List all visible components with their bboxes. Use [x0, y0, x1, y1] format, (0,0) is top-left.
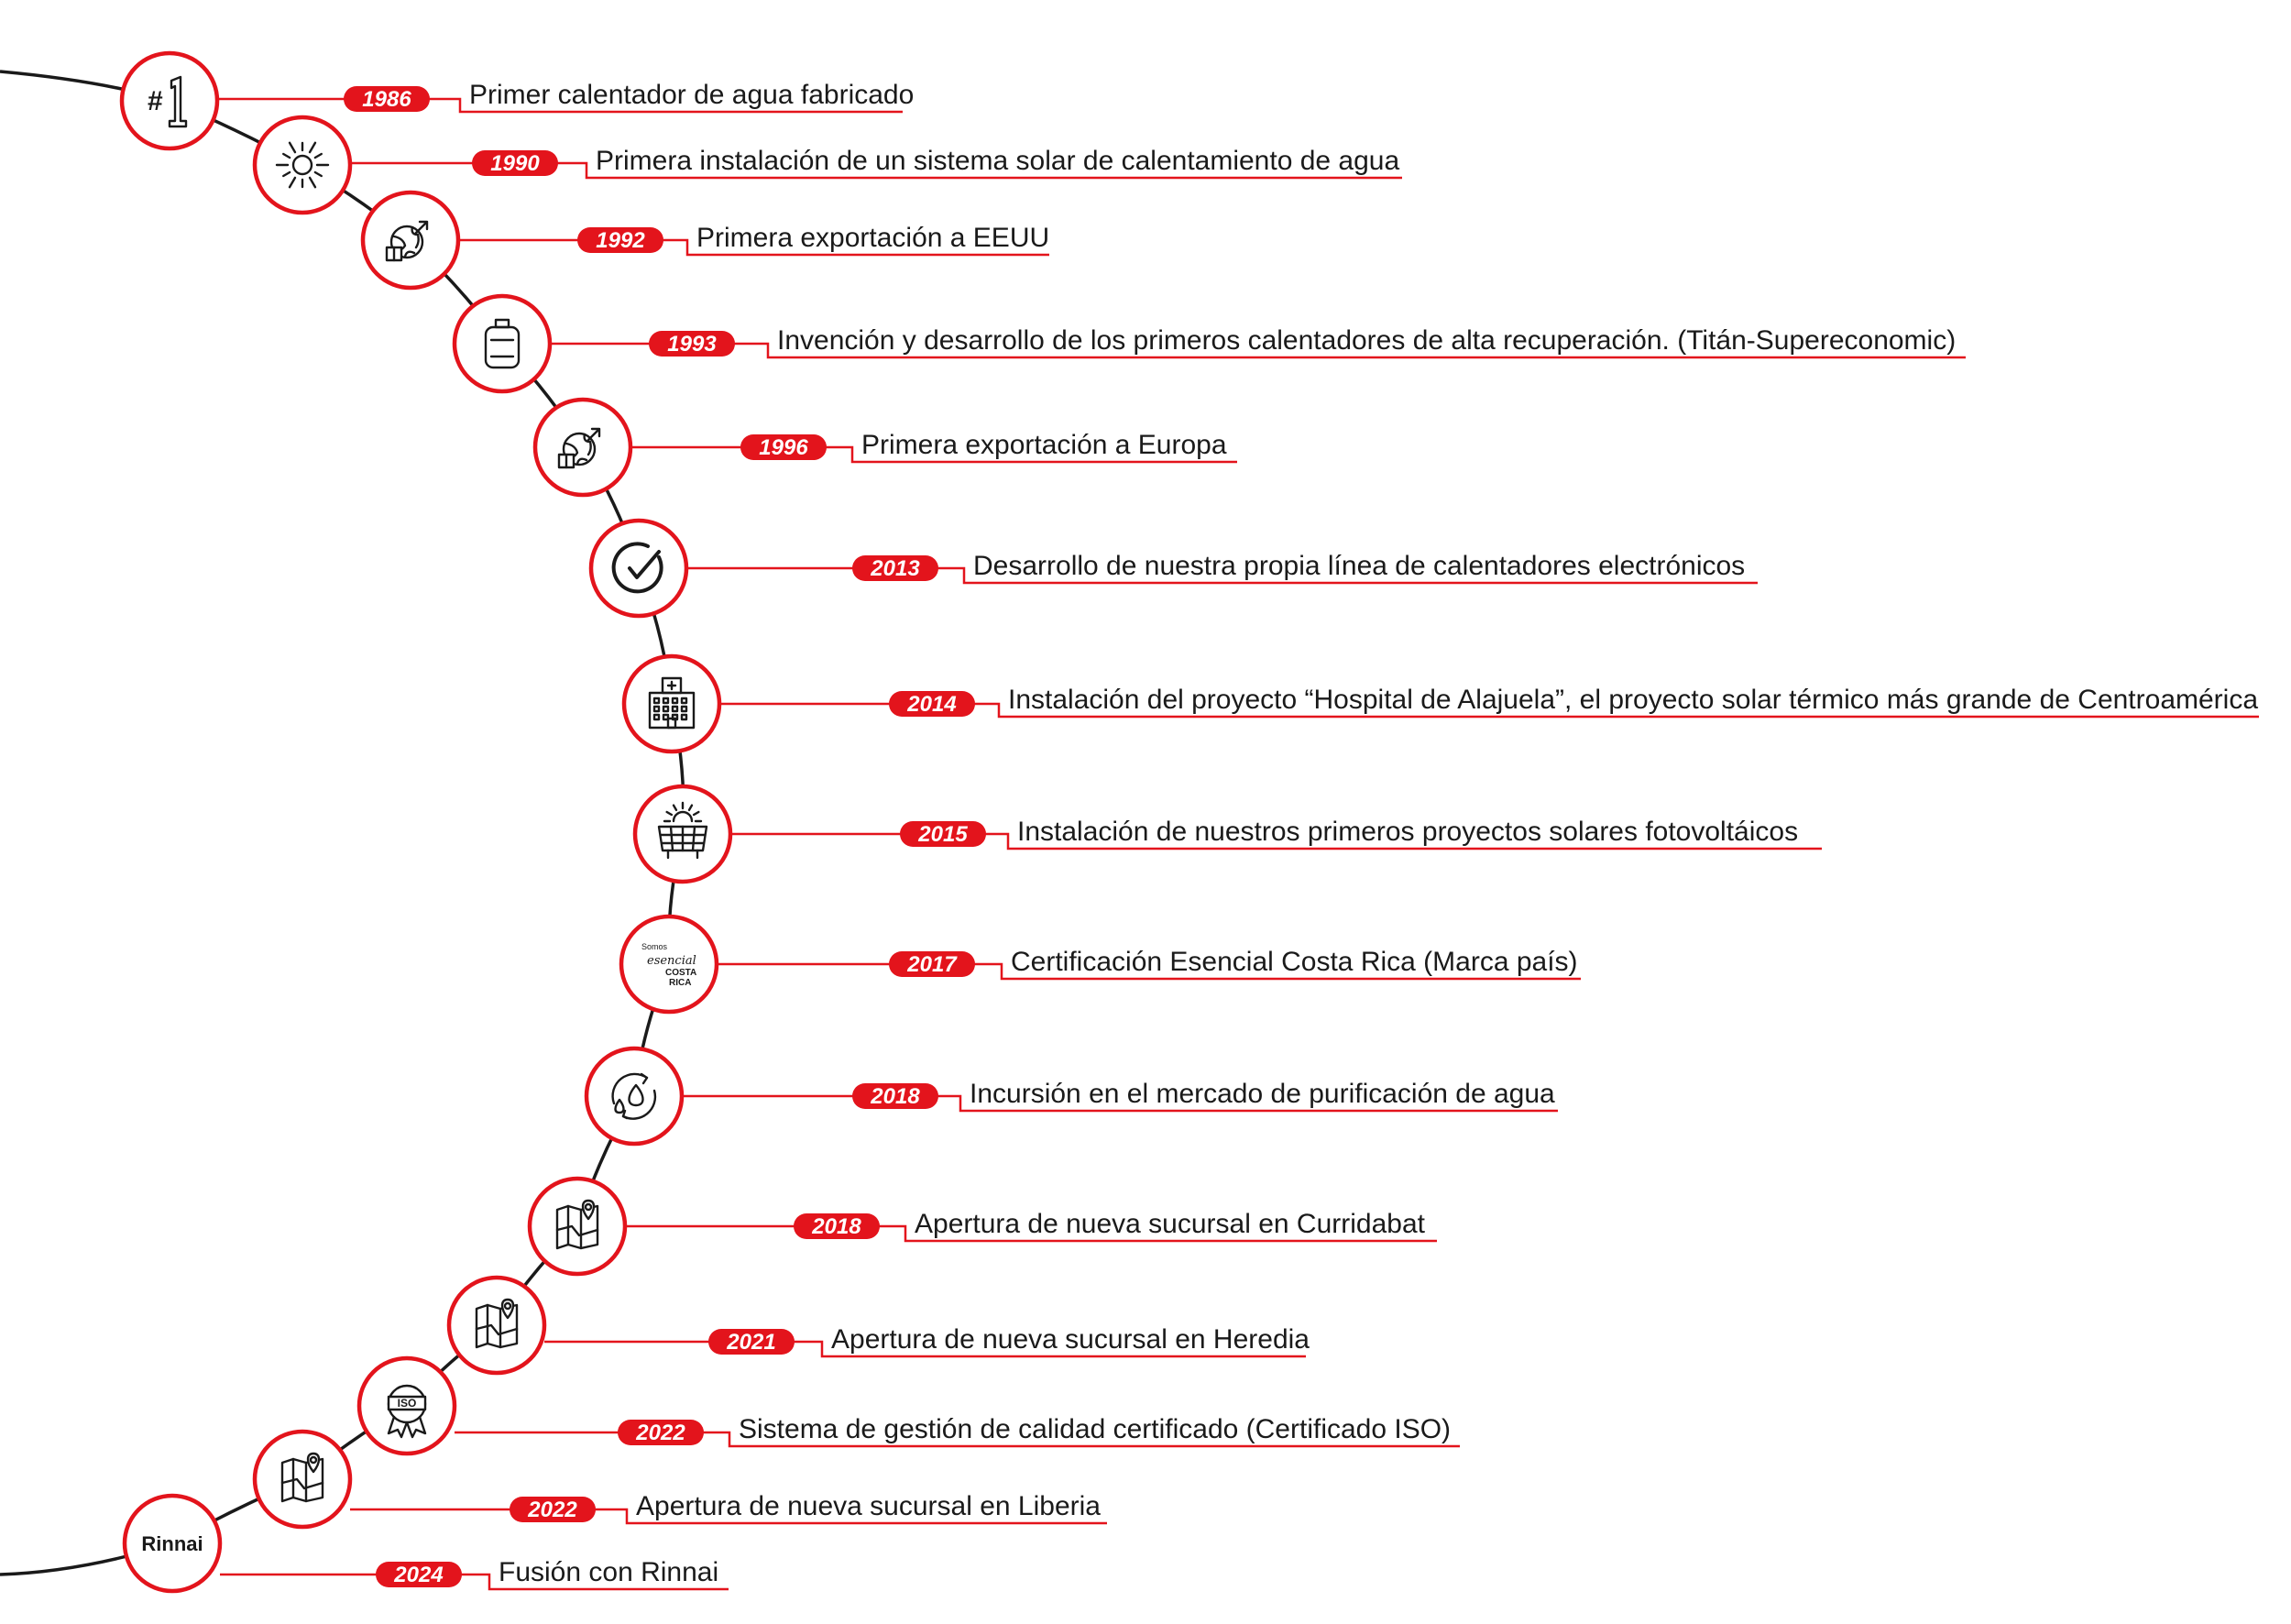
year-badge — [649, 331, 735, 357]
timeline-milestone: 1993 Invención y desarrollo de los primer… — [452, 293, 1966, 394]
timeline-milestone: 1992 Primera exportación a EEUU — [360, 190, 1049, 291]
milestone-node — [527, 1176, 628, 1277]
year-badge — [794, 1213, 880, 1239]
timeline-milestone: ISO 2022 Sistema de gestión de calidad cer… — [356, 1355, 1460, 1456]
milestone-node — [252, 115, 353, 215]
svg-text:RICA: RICA — [669, 978, 691, 988]
milestone-description: Primer calentador de agua fabricado — [469, 80, 914, 110]
milestone-description: Apertura de nueva sucursal en Liberia — [636, 1491, 1101, 1521]
number-one-icon: # — [148, 75, 188, 128]
year-badge — [618, 1420, 704, 1445]
year-label: 2022 — [635, 1421, 685, 1445]
timeline-milestone: 1996 Primera exportación a Europa — [532, 397, 1237, 498]
milestone-description: Incursión en el mercado de purificación … — [970, 1079, 1555, 1109]
rinnai-logo: Rinnai — [141, 1532, 203, 1555]
svg-text:esencial: esencial — [647, 954, 696, 968]
milestone-description: Certificación Esencial Costa Rica (Marca… — [1011, 947, 1578, 977]
svg-text:Rinnai: Rinnai — [141, 1532, 203, 1555]
milestone-node — [122, 1493, 223, 1594]
milestone-description: Fusión con Rinnai — [499, 1557, 718, 1587]
timeline-milestone: 2013 Desarrollo de nuestra propia línea d… — [588, 518, 1758, 619]
year-label: 2022 — [527, 1498, 577, 1522]
milestone-node — [584, 1046, 685, 1147]
milestone-description: Invención y desarrollo de los primeros c… — [777, 325, 1956, 356]
milestone-node — [532, 397, 633, 498]
milestone-node — [252, 1429, 353, 1530]
milestone-description: Primera exportación a Europa — [861, 430, 1227, 460]
milestone-description: Instalación del proyecto “Hospital de Al… — [1008, 685, 2258, 715]
timeline-milestone: Rinnai 2024 Fusión con Rinnai — [122, 1493, 729, 1594]
milestone-description: Sistema de gestión de calidad certificad… — [739, 1414, 1451, 1444]
timeline-milestone: 2022 Apertura de nueva sucursal en Liberi… — [252, 1429, 1107, 1530]
year-label: 1993 — [667, 332, 717, 357]
milestone-description: Instalación de nuestros primeros proyect… — [1017, 817, 1798, 847]
timeline-milestone: 1990 Primera instalación de un sistema so… — [252, 115, 1402, 215]
milestone-node — [452, 293, 553, 394]
year-label: 2018 — [870, 1084, 920, 1109]
year-label: 2013 — [870, 556, 920, 581]
timeline-milestone: 2015 Instalación de nuestros primeros pro… — [632, 784, 1822, 884]
timeline-milestone: 2021 Apertura de nueva sucursal en Heredi… — [446, 1275, 1310, 1376]
year-badge — [740, 434, 827, 460]
milestone-node — [446, 1275, 547, 1376]
year-badge — [577, 227, 663, 253]
timeline-spine — [0, 70, 685, 1576]
timeline-milestone: 2014 Instalación del proyecto “Hospital d… — [621, 653, 2259, 754]
timeline-milestone: 2018 Apertura de nueva sucursal en Currid… — [527, 1176, 1437, 1277]
year-label: 2015 — [917, 822, 968, 847]
water-cycle-icon — [611, 1072, 657, 1120]
svg-text:COSTA: COSTA — [665, 968, 696, 978]
year-badge — [376, 1562, 462, 1587]
svg-text:Somos: Somos — [641, 942, 668, 951]
year-badge — [510, 1497, 596, 1522]
solar-panel-icon — [657, 801, 708, 860]
year-badge — [852, 555, 938, 581]
year-label: 2014 — [906, 692, 956, 717]
year-badge — [852, 1083, 938, 1109]
year-badge — [889, 951, 975, 977]
hospital-icon — [648, 676, 696, 730]
year-badge — [472, 150, 558, 176]
svg-text:#: # — [148, 86, 163, 116]
check-circle-icon — [611, 542, 663, 594]
milestone-node — [119, 50, 220, 151]
milestone-description: Apertura de nueva sucursal en Heredia — [831, 1324, 1310, 1355]
year-label: 1996 — [759, 435, 808, 460]
year-badge — [900, 821, 986, 847]
year-label: 1992 — [596, 228, 645, 253]
year-badge — [344, 86, 430, 112]
year-badge — [708, 1329, 795, 1355]
svg-text:ISO: ISO — [398, 1397, 417, 1410]
year-label: 1986 — [362, 87, 411, 112]
year-badge — [889, 691, 975, 717]
milestone-node — [588, 518, 689, 619]
milestone-node — [360, 190, 461, 291]
milestone-description: Apertura de nueva sucursal en Curridabat — [915, 1209, 1426, 1239]
timeline-milestone: 2018 Incursión en el mercado de purificac… — [584, 1046, 1558, 1147]
iso-badge-icon: ISO — [387, 1384, 427, 1439]
milestone-description: Primera instalación de un sistema solar … — [596, 146, 1399, 176]
water-heater-icon — [484, 318, 521, 369]
year-label: 2024 — [393, 1563, 443, 1587]
year-label: 1990 — [490, 151, 540, 176]
sun-icon — [275, 141, 330, 189]
year-label: 2021 — [726, 1330, 775, 1355]
timeline-milestone: #1986 Primer calentador de agua fabricado — [119, 50, 914, 151]
year-label: 2017 — [906, 952, 958, 977]
milestone-description: Desarrollo de nuestra propia línea de ca… — [973, 551, 1745, 581]
milestone-node — [621, 653, 722, 754]
milestone-node — [619, 914, 719, 1015]
year-label: 2018 — [811, 1214, 861, 1239]
milestone-description: Primera exportación a EEUU — [696, 223, 1049, 253]
